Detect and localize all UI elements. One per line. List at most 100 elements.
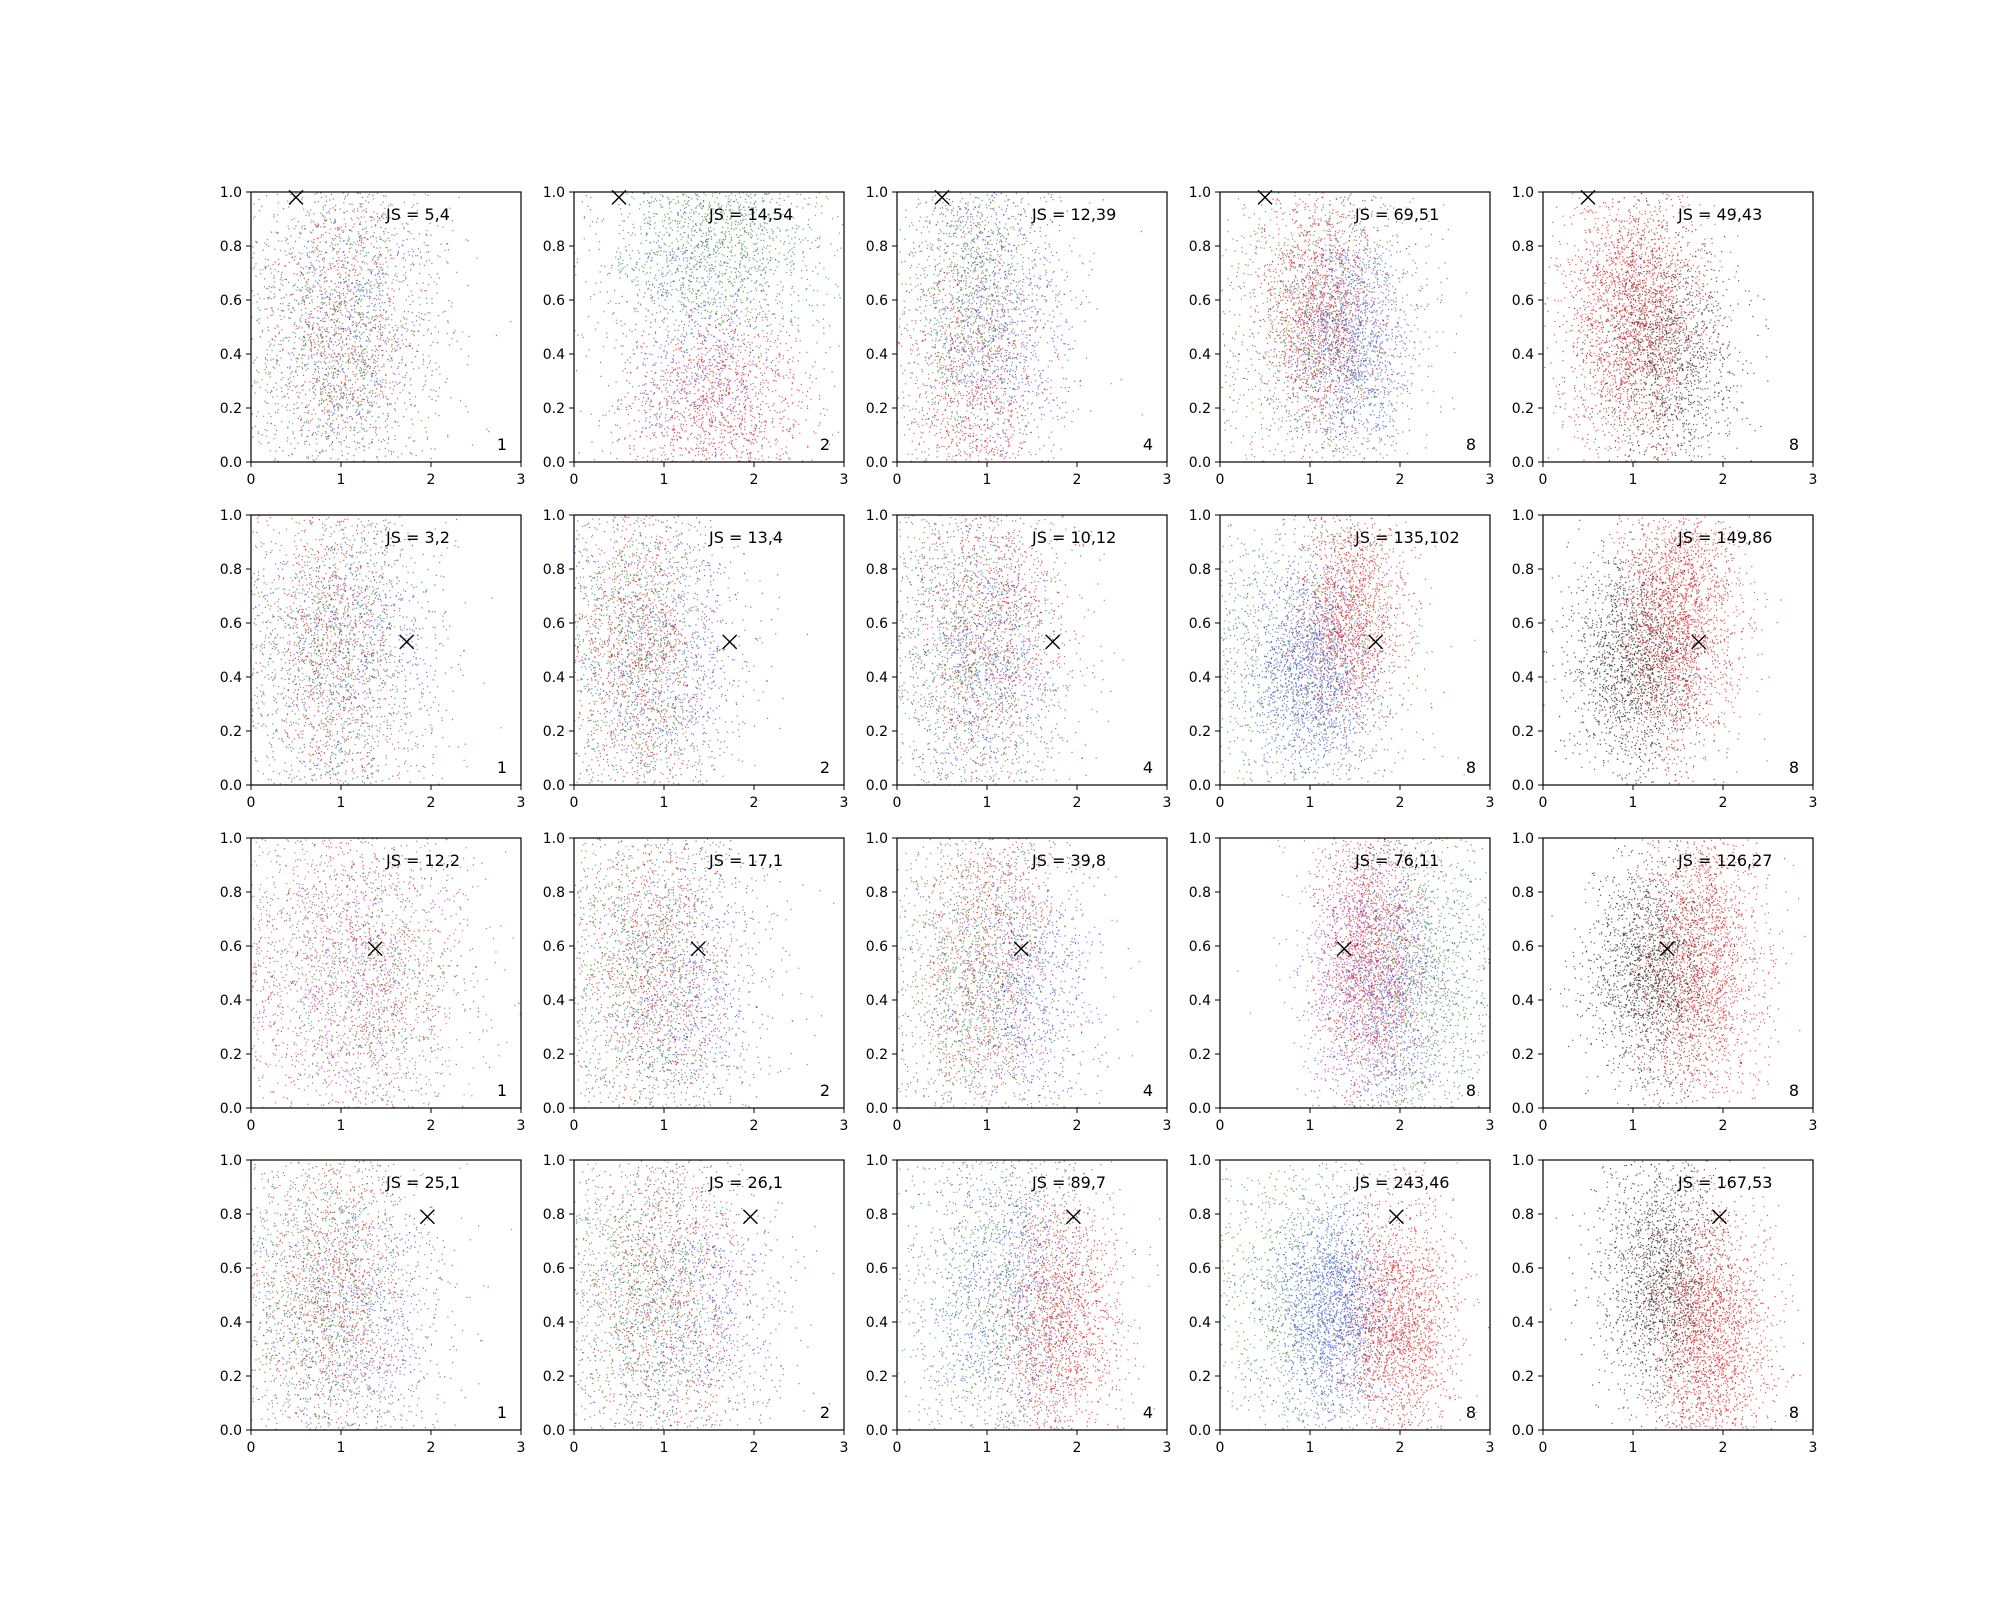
x-marker <box>1368 634 1384 650</box>
x-marker <box>690 941 706 957</box>
y-tick-label: 0.8 <box>220 562 242 578</box>
js-annotation: JS = 10,12 <box>1031 528 1116 547</box>
x-tick-label: 0 <box>570 472 579 488</box>
y-tick-label: 0.4 <box>543 347 565 363</box>
x-tick-label: 1 <box>660 472 669 488</box>
x-tick-label: 0 <box>893 795 902 811</box>
js-annotation: JS = 12,2 <box>385 851 460 870</box>
x-tick-label: 1 <box>660 795 669 811</box>
y-tick-label: 0.4 <box>1189 347 1211 363</box>
x-tick-label: 3 <box>517 1440 526 1456</box>
y-tick-label: 0.6 <box>220 293 242 309</box>
y-tick-label: 1.0 <box>1512 1153 1534 1169</box>
panel-number: 2 <box>820 1403 830 1422</box>
scatter-points <box>574 838 835 1108</box>
x-tick-label: 1 <box>337 472 346 488</box>
panel-number: 1 <box>497 1081 507 1100</box>
js-annotation: JS = 243,46 <box>1354 1173 1449 1192</box>
x-tick-label: 2 <box>750 1118 759 1134</box>
axes-frame <box>250 837 522 1109</box>
scatter-points-3b4fe0 <box>905 1160 1117 1430</box>
x-marker <box>288 189 304 205</box>
y-tick-label: 0.2 <box>1512 724 1534 740</box>
x-marker <box>1711 1209 1727 1225</box>
axes-frame <box>1542 1159 1814 1431</box>
y-tick-label: 0.0 <box>1512 455 1534 471</box>
y-tick-label: 1.0 <box>543 831 565 847</box>
scatter-points <box>897 192 1143 462</box>
x-tick-label: 1 <box>660 1118 669 1134</box>
y-tick-label: 0.2 <box>543 724 565 740</box>
scatter-panel-r2-c0: 0 1 2 3 0.0 0.2 0.4 0.6 0.8 1.0 JS = 12,2 1 <box>220 831 526 1134</box>
y-tick-label: 0.4 <box>220 670 242 686</box>
x-marker <box>934 189 950 205</box>
y-tick-label: 0.6 <box>543 616 565 632</box>
y-tick-label: 0.4 <box>866 670 888 686</box>
scatter-points-222222 <box>1555 528 1723 785</box>
x-marker <box>1065 1209 1081 1225</box>
scatter-panel-r0-c3: 0 1 2 3 0.0 0.2 0.4 0.6 0.8 1.0 JS = 69,51 8 <box>1189 185 1495 488</box>
x-tick-label: 3 <box>840 795 849 811</box>
x-marker <box>419 1209 435 1225</box>
scatter-points <box>897 515 1124 785</box>
x-tick-label: 3 <box>1809 795 1818 811</box>
x-tick-label: 1 <box>1629 1118 1638 1134</box>
panel-number: 1 <box>497 1403 507 1422</box>
y-tick-label: 0.6 <box>1189 616 1211 632</box>
y-tick-label: 0.0 <box>866 1423 888 1439</box>
axes-frame <box>1542 514 1814 786</box>
x-tick-label: 0 <box>570 795 579 811</box>
y-tick-label: 0.0 <box>220 1101 242 1117</box>
x-tick-label: 0 <box>1216 795 1225 811</box>
y-tick-label: 0.4 <box>220 993 242 1009</box>
x-tick-label: 2 <box>427 472 436 488</box>
x-tick-label: 0 <box>570 1440 579 1456</box>
y-tick-label: 1.0 <box>866 185 888 201</box>
y-tick-label: 0.6 <box>1189 939 1211 955</box>
panel-number: 1 <box>497 435 507 454</box>
scatter-panel-r2-c2: 0 1 2 3 0.0 0.2 0.4 0.6 0.8 1.0 JS = 39,8 4 <box>866 831 1172 1134</box>
x-marker <box>1659 941 1675 957</box>
scatter-panel-r0-c0: 0 1 2 3 0.0 0.2 0.4 0.6 0.8 1.0 JS = 5,4 1 <box>220 185 526 488</box>
y-tick-label: 0.8 <box>1512 885 1534 901</box>
y-tick-label: 0.6 <box>220 616 242 632</box>
scatter-panel-r1-c1: 0 1 2 3 0.0 0.2 0.4 0.6 0.8 1.0 JS = 13,4 2 <box>543 508 849 811</box>
y-tick-label: 0.6 <box>1512 293 1534 309</box>
x-tick-label: 0 <box>1216 1118 1225 1134</box>
y-tick-label: 0.2 <box>866 724 888 740</box>
y-tick-label: 0.0 <box>543 778 565 794</box>
scatter-panel-r2-c1: 0 1 2 3 0.0 0.2 0.4 0.6 0.8 1.0 JS = 17,1 2 <box>543 831 849 1134</box>
scatter-points-3b4fe0 <box>1261 1169 1423 1430</box>
axes-frame <box>1542 191 1814 463</box>
y-tick-label: 0.8 <box>1512 239 1534 255</box>
x-tick-label: 1 <box>983 1118 992 1134</box>
y-tick-label: 0.2 <box>866 401 888 417</box>
x-tick-label: 2 <box>1719 1440 1728 1456</box>
x-tick-label: 2 <box>1396 795 1405 811</box>
x-tick-label: 0 <box>893 1440 902 1456</box>
scatter-points-e41a1c <box>1612 1175 1794 1430</box>
scatter-panel-r3-c4: 0 1 2 3 0.0 0.2 0.4 0.6 0.8 1.0 JS = 167,53 8 <box>1512 1153 1818 1456</box>
scatter-points-e41a1c <box>898 214 1064 462</box>
scatter-points-e41a1c <box>578 838 760 1097</box>
y-tick-label: 0.8 <box>543 239 565 255</box>
y-tick-label: 1.0 <box>866 831 888 847</box>
y-tick-label: 1.0 <box>1189 508 1211 524</box>
panel-number: 8 <box>1789 1403 1799 1422</box>
y-tick-label: 0.6 <box>866 1261 888 1277</box>
scatter-points-2e8b2e <box>901 517 1115 785</box>
x-tick-label: 1 <box>1306 795 1315 811</box>
x-tick-label: 1 <box>337 1118 346 1134</box>
scatter-panel-r1-c2: 0 1 2 3 0.0 0.2 0.4 0.6 0.8 1.0 JS = 10,12 4 <box>866 508 1172 811</box>
scatter-points-e41a1c <box>1592 516 1778 785</box>
y-tick-label: 0.0 <box>866 778 888 794</box>
js-annotation: JS = 26,1 <box>708 1173 783 1192</box>
y-tick-label: 0.0 <box>866 455 888 471</box>
y-tick-label: 0.2 <box>1189 1369 1211 1385</box>
x-tick-label: 1 <box>1629 795 1638 811</box>
y-tick-label: 0.8 <box>1189 1207 1211 1223</box>
y-tick-label: 0.4 <box>1512 670 1534 686</box>
y-tick-label: 0.2 <box>1189 1047 1211 1063</box>
scatter-panel-r2-c3: 0 1 2 3 0.0 0.2 0.4 0.6 0.8 1.0 JS = 76,11 8 <box>1189 831 1495 1134</box>
scatter-panel-r3-c2: 0 1 2 3 0.0 0.2 0.4 0.6 0.8 1.0 JS = 89,7 4 <box>866 1153 1172 1456</box>
